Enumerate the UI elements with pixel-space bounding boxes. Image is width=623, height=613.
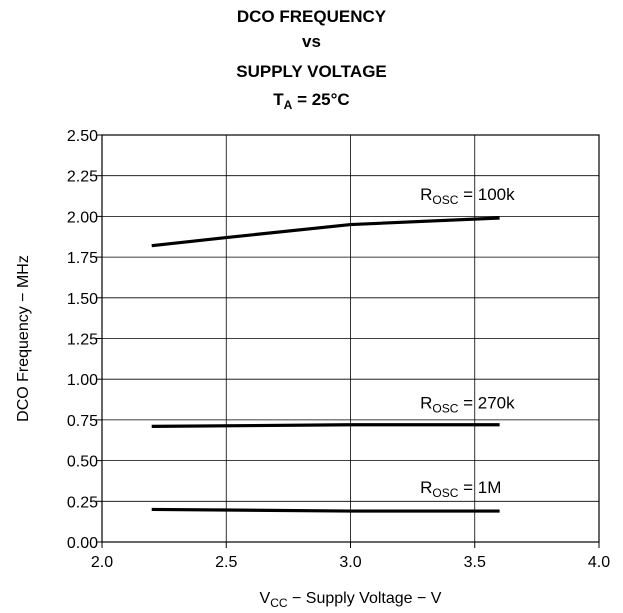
x-axis-label-symbol: V <box>260 590 271 607</box>
x-tick-label: 3.0 <box>339 554 361 571</box>
series-label-symbol: R <box>420 478 432 497</box>
y-tick-label: 1.25 <box>67 332 98 349</box>
series-line-0 <box>151 216 500 248</box>
title-temp-value: = 25°C <box>292 90 350 109</box>
series-label-subscript: OSC <box>432 193 458 207</box>
title-temp-symbol: T <box>273 90 284 109</box>
series-label-1: ROSC = 270k <box>420 394 515 416</box>
x-tick-label: 2.5 <box>215 554 237 571</box>
series-line-2 <box>151 507 500 513</box>
y-tick-label: 2.25 <box>67 169 98 186</box>
chart-title-line1: DCO FREQUENCY <box>236 7 387 26</box>
chart-title-line4: TA = 25°C <box>0 89 623 116</box>
series-label-2: ROSC = 1M <box>420 478 501 500</box>
x-tick-label: 3.5 <box>464 554 486 571</box>
series-label-value: = 1M <box>458 478 501 497</box>
series-label-symbol: R <box>420 394 432 413</box>
x-tick-label: 4.0 <box>588 554 610 571</box>
chart-title-line2: vs <box>302 32 321 51</box>
series-group <box>151 216 500 513</box>
x-tick-labels: 2.0 2.5 3.0 3.5 4.0 <box>91 554 610 571</box>
y-tick-label: 1.00 <box>67 372 98 389</box>
y-tick-label: 0.25 <box>67 494 98 511</box>
y-tick-label: 2.50 <box>67 128 98 145</box>
y-tick-labels: 0.00 0.25 0.50 0.75 1.00 1.25 1.50 1.75 2.00 2.25… <box>67 128 98 552</box>
series-label-subscript: OSC <box>432 486 458 500</box>
x-axis-label-text: − Supply Voltage − V <box>288 590 442 607</box>
series-label-value: = 270k <box>458 394 515 413</box>
series-label-value: = 100k <box>458 185 515 204</box>
x-tick-label: 2.0 <box>91 554 113 571</box>
x-axis-label-subscript: CC <box>270 596 288 610</box>
series-label-subscript: OSC <box>432 402 458 416</box>
chart-title-line3: SUPPLY VOLTAGE <box>236 62 387 81</box>
x-axis-label: VCC − Supply Voltage − V <box>260 590 442 610</box>
y-tick-label: 0.50 <box>67 454 98 471</box>
y-tick-label: 0.00 <box>67 535 98 552</box>
y-tick-label: 1.75 <box>67 250 98 267</box>
series-line-1 <box>151 423 500 429</box>
y-tick-label: 2.00 <box>67 209 98 226</box>
grid <box>102 135 599 542</box>
title-temp-subscript: A <box>283 98 293 112</box>
series-label-symbol: R <box>420 185 432 204</box>
series-label-0: ROSC = 100k <box>420 185 515 207</box>
y-axis-label: DCO Frequency − MHz <box>15 255 32 422</box>
y-tick-label: 0.75 <box>67 413 98 430</box>
y-tick-label: 1.50 <box>67 291 98 308</box>
tick-marks <box>96 134 600 548</box>
